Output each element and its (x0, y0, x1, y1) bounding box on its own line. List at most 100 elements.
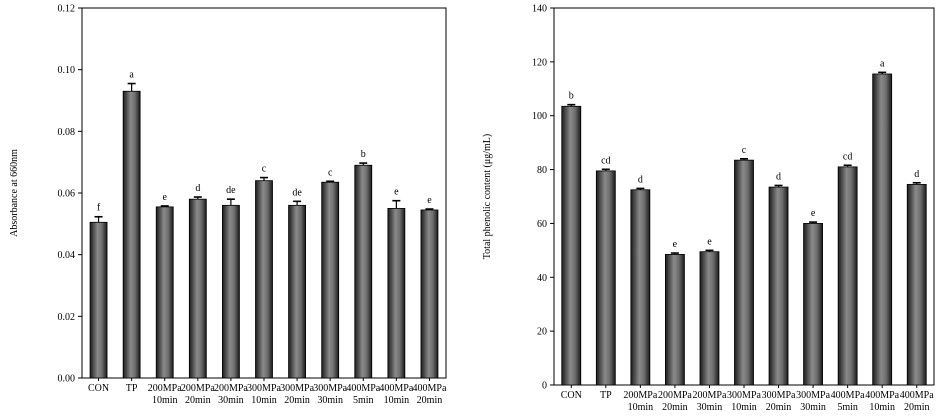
x-tick-label: 200MPa (181, 383, 215, 394)
significance-label: e (673, 239, 678, 250)
x-tick-label: 10min (869, 402, 895, 413)
significance-label: de (226, 185, 236, 196)
significance-label: c (742, 145, 747, 156)
significance-label: cd (601, 155, 610, 166)
bar (595, 170, 616, 386)
bar (387, 208, 406, 379)
x-tick-label: CON (561, 390, 582, 401)
x-tick-label: 30min (800, 402, 826, 413)
y-tick-label: 0.06 (58, 189, 76, 200)
significance-label: de (292, 187, 302, 198)
bar (255, 180, 273, 379)
x-tick-label: 20min (904, 402, 930, 413)
y-tick-label: 100 (532, 111, 547, 122)
x-tick-label: 5min (837, 402, 858, 413)
x-tick-label: 20min (766, 402, 792, 413)
bar (354, 164, 373, 379)
y-tick-label: 80 (537, 165, 547, 176)
x-tick-label: 300MPa (762, 390, 796, 401)
bar (906, 183, 927, 386)
significance-label: c (328, 167, 333, 178)
x-tick-label: TP (600, 390, 612, 401)
significance-label: e (811, 208, 816, 219)
y-tick-label: 40 (537, 273, 547, 284)
y-tick-label: 0.08 (58, 127, 76, 138)
x-tick-label: 20min (185, 395, 211, 406)
y-tick-label: 120 (532, 57, 547, 68)
x-tick-label: 300MPa (280, 383, 314, 394)
y-tick-label: 0 (542, 381, 547, 392)
phenolic-chart: 0 20 40 60 80 100 120 140 Total phenolic content… (482, 4, 935, 413)
x-tick-label: 10min (731, 402, 757, 413)
x-tick-label: 10min (384, 395, 410, 406)
significance-label: f (97, 203, 101, 214)
y-tick-label: 0.12 (58, 4, 76, 15)
significance-label: a (880, 58, 885, 69)
bar (768, 186, 789, 386)
significance-label: a (129, 70, 134, 81)
bar (872, 73, 893, 386)
significance-label: d (195, 183, 200, 194)
x-tick-label: 300MPa (796, 390, 830, 401)
bar (222, 204, 240, 379)
significance-label: cd (843, 151, 852, 162)
x-tick-label: 200MPa (693, 390, 727, 401)
significance-label: d (638, 174, 643, 185)
x-tick-label: 10min (628, 402, 654, 413)
x-tick-label: 300MPa (313, 383, 347, 394)
bar (188, 198, 207, 379)
y-tick-label: 0.02 (58, 312, 76, 323)
y-tick-label: 0.10 (58, 65, 76, 76)
significance-label: b (361, 149, 366, 160)
absorbance-chart: 0.00 0.02 0.04 0.06 0.08 0.10 0.12 Absorbance a… (9, 4, 447, 407)
x-tick-label: 200MPa (214, 383, 248, 394)
x-tick-label: 200MPa (623, 390, 657, 401)
bar (837, 166, 858, 386)
x-tick-label: 10min (152, 395, 178, 406)
x-tick-label: 30min (218, 395, 244, 406)
significance-label: d (776, 171, 781, 182)
bar (89, 221, 108, 379)
y-tick-label: 20 (537, 327, 547, 338)
x-tick-label: 30min (317, 395, 343, 406)
bar (288, 204, 306, 379)
x-tick-label: 400MPa (346, 383, 380, 394)
bar (630, 189, 651, 386)
significance-label: e (163, 192, 168, 203)
y-axis-label: Total phenolic content (μg/mL) (482, 134, 493, 259)
x-tick-label: TP (126, 383, 138, 394)
significance-label: e (394, 187, 399, 198)
y-tick-label: 140 (532, 4, 547, 15)
bar (734, 159, 754, 386)
x-tick-label: 30min (697, 402, 723, 413)
significance-label: e (707, 236, 712, 247)
x-tick-label: 400MPa (413, 383, 447, 394)
y-tick-label: 0.04 (58, 250, 76, 261)
x-tick-label: 20min (662, 402, 688, 413)
x-tick-label: 400MPa (900, 390, 934, 401)
y-axis-label: Absorbance at 660nm (9, 149, 20, 237)
x-tick-label: 200MPa (658, 390, 692, 401)
x-tick-label: 300MPa (247, 383, 281, 394)
x-tick-label: 300MPa (727, 390, 761, 401)
x-tick-label: 200MPa (148, 383, 182, 394)
x-tick-label: 400MPa (379, 383, 413, 394)
y-tick-label: 0.00 (58, 374, 76, 385)
x-tick-label: CON (88, 383, 109, 394)
x-tick-label: 400MPa (831, 390, 865, 401)
significance-label: d (914, 169, 919, 180)
bar (665, 253, 685, 386)
bar (122, 90, 141, 379)
significance-label: e (427, 195, 432, 206)
bar (321, 181, 340, 379)
x-tick-label: 5min (353, 395, 374, 406)
bar (155, 206, 174, 379)
y-tick-label: 60 (537, 219, 547, 230)
x-tick-label: 20min (417, 395, 443, 406)
significance-label: b (569, 91, 574, 102)
bar (699, 251, 720, 386)
significance-label: c (262, 164, 267, 175)
x-tick-label: 20min (284, 395, 310, 406)
bar (561, 105, 582, 386)
